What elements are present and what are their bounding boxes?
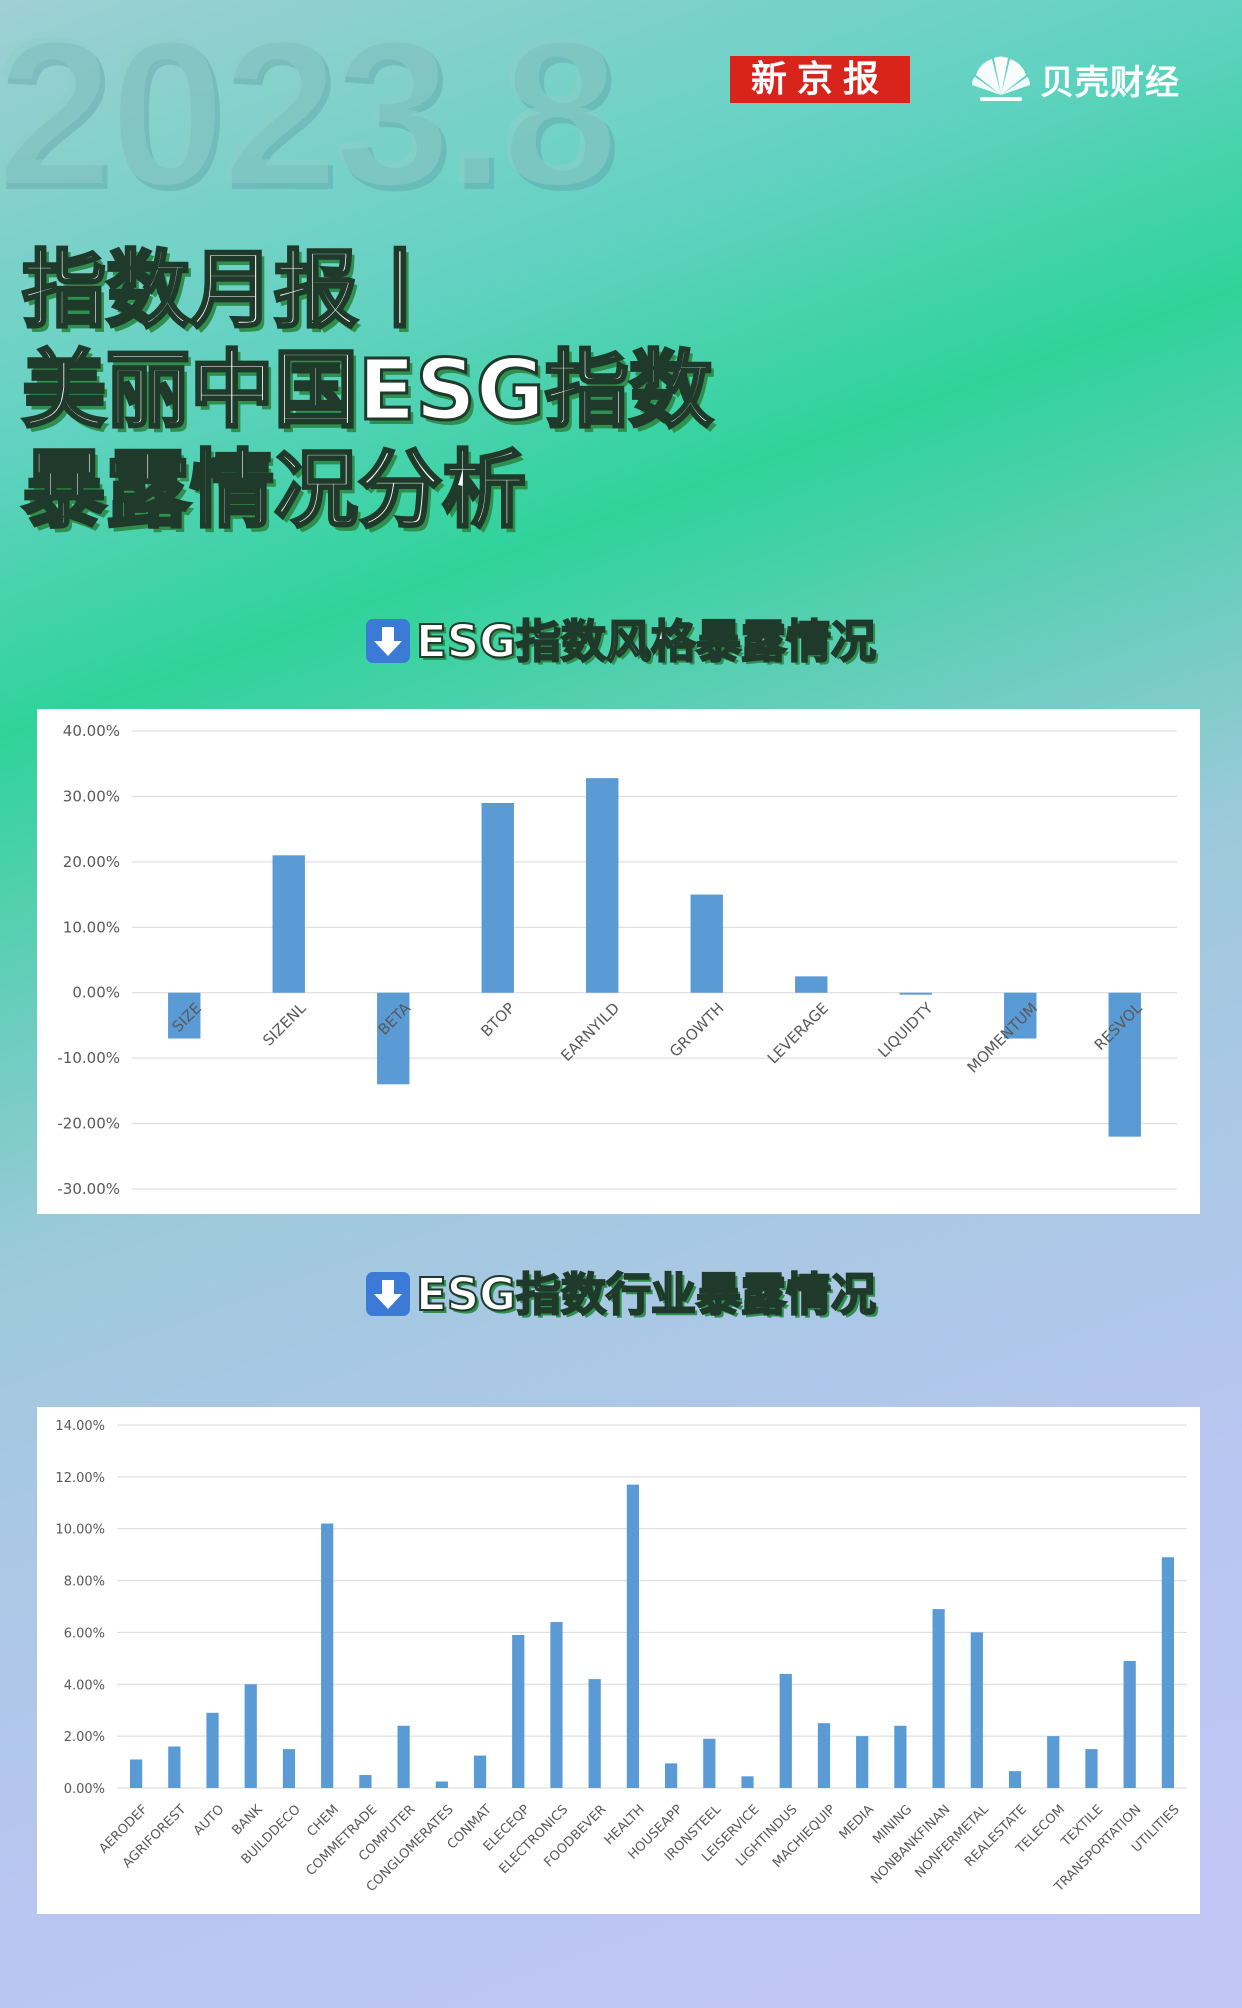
y-tick-label: -10.00% (57, 1049, 120, 1067)
bar-leverage (795, 976, 828, 993)
style-exposure-heading: ESG指数风格暴露情况 (0, 605, 1242, 670)
bar-sizenl (272, 855, 305, 993)
title-line-3: 暴露情况分析 (21, 440, 528, 541)
x-tick-label: SIZENL (259, 999, 310, 1050)
bar-bank (244, 1684, 257, 1788)
bar-media (856, 1736, 869, 1788)
bar-btop (481, 802, 514, 993)
industry-exposure-title: ESG指数行业暴露情况 (415, 1267, 877, 1322)
y-tick-label: 4.00% (64, 1678, 105, 1693)
y-tick-label: 6.00% (64, 1626, 105, 1641)
y-tick-label: 0.00% (72, 984, 120, 1002)
y-tick-label: 2.00% (64, 1730, 105, 1745)
bar-resvol (1108, 992, 1141, 1137)
bar-computer (397, 1725, 410, 1788)
y-tick-label: 8.00% (64, 1575, 105, 1590)
bar-momentum (1004, 992, 1037, 1039)
beike-caijing-logo: 贝壳财经 (970, 52, 1180, 107)
x-tick-label: EARNYILD (557, 999, 623, 1065)
bar-commetrade (359, 1775, 372, 1788)
x-tick-label: AUTO (191, 1802, 227, 1838)
bar-textile (1085, 1749, 1098, 1788)
bar-houseapp (664, 1763, 678, 1788)
bar-machiequip (817, 1723, 831, 1788)
x-tick-label: LIQUIDTY (874, 999, 937, 1062)
down-arrow-icon (365, 619, 410, 663)
shell-icon (972, 56, 1030, 101)
bar-conmat (473, 1755, 487, 1788)
x-tick-label: ELECTRONICS (496, 1802, 571, 1877)
bar-chem (321, 1523, 334, 1788)
y-tick-label: 14.00% (55, 1419, 105, 1434)
bar-ironsteel (703, 1738, 716, 1788)
x-tick-label: BANK (229, 1802, 265, 1838)
y-tick-label: -20.00% (57, 1115, 120, 1133)
bar-liquidty (899, 992, 932, 995)
y-tick-label: 30.00% (63, 787, 120, 805)
y-tick-label: 0.00% (64, 1782, 105, 1797)
industry-exposure-chart: 14.00% 12.00% 10.00% 8.00% 6.00% 4.00% 2.00% 0.… (55, 1419, 1187, 1896)
bar-realestate (1008, 1771, 1022, 1788)
bar-agriforest (168, 1746, 181, 1788)
industry-exposure-chart-panel: 14.00% 12.00% 10.00% 8.00% 6.00% 4.00% 2.00% 0.… (37, 1407, 1200, 1914)
y-tick-label: 10.00% (63, 918, 120, 936)
y-tick-label: 10.00% (55, 1523, 105, 1538)
y-tick-label: -30.00% (57, 1180, 120, 1198)
year-watermark: 2023.8 (0, 0, 616, 228)
bar-health (626, 1484, 640, 1788)
bar-lightindus (779, 1673, 792, 1788)
down-arrow-icon (365, 1272, 410, 1316)
bar-eleceqp (512, 1635, 525, 1788)
bar-mining (894, 1725, 907, 1788)
bar-nonbankfinan (932, 1609, 945, 1788)
bar-utilities (1161, 1557, 1175, 1788)
bar-growth (690, 894, 723, 993)
bar-electronics (550, 1622, 563, 1788)
title-line-1: 指数月报丨 (21, 240, 444, 341)
bar-foodbever (588, 1679, 601, 1788)
y-tick-label: 40.00% (63, 722, 120, 740)
bar-conglomerates (435, 1781, 448, 1788)
bar-nonfermetal (970, 1632, 983, 1788)
y-tick-label: 20.00% (63, 853, 120, 871)
bar-earnyild (586, 778, 619, 993)
bar-leiservice (741, 1776, 754, 1788)
title-line-2: 美丽中国ESG指数 (21, 340, 715, 441)
bar-transportation (1123, 1660, 1136, 1788)
xinjingbao-logo: 新京报 (730, 56, 910, 103)
industry-exposure-heading: ESG指数行业暴露情况 (0, 1258, 1242, 1323)
bar-beta (377, 992, 410, 1085)
page-title: 指数月报丨 美丽中国ESG指数 暴露情况分析 (21, 240, 715, 541)
bar-auto (206, 1712, 219, 1788)
bar-telecom (1047, 1736, 1060, 1788)
bar-builddeco (282, 1749, 296, 1788)
bar-aerodef (129, 1759, 143, 1788)
style-exposure-chart: 40.00% 30.00% 20.00% 10.00% 0.00% -10.00% -20.… (57, 722, 1177, 1198)
style-exposure-chart-panel: 40.00% 30.00% 20.00% 10.00% 0.00% -10.00% -20.… (37, 709, 1200, 1214)
beike-logo-text: 贝壳财经 (1040, 63, 1180, 103)
bar-size (168, 992, 201, 1039)
style-exposure-title: ESG指数风格暴露情况 (415, 614, 877, 669)
x-tick-label: GROWTH (666, 999, 728, 1061)
x-tick-label: LEVERAGE (764, 999, 832, 1067)
x-tick-label: BTOP (477, 999, 518, 1040)
y-tick-label: 12.00% (55, 1471, 105, 1486)
